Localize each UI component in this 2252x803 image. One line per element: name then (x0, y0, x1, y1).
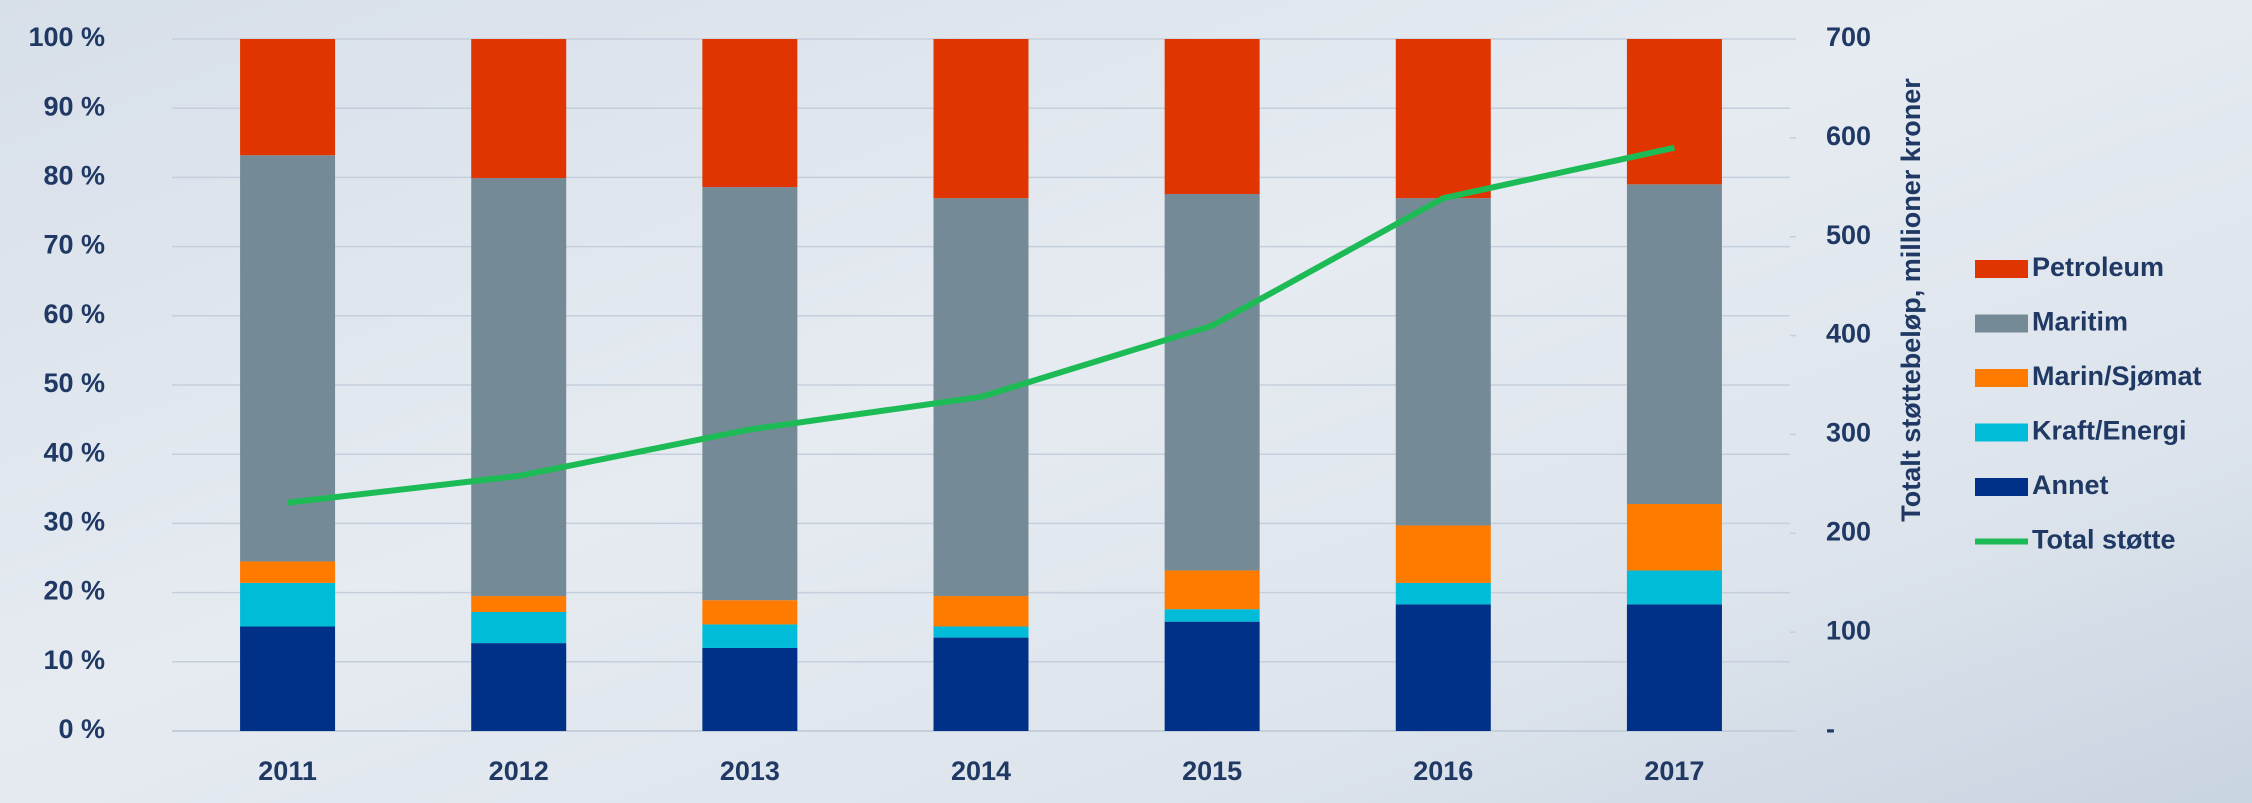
y2-tick-label: 300 (1826, 418, 1871, 448)
bar-segment (1396, 198, 1491, 525)
y-tick-label: 30 % (43, 507, 105, 537)
y-tick-label: 70 % (43, 230, 105, 260)
bar-segment (240, 583, 335, 627)
bar-segment (934, 638, 1029, 731)
bar-segment (1627, 184, 1722, 504)
bar-segment (934, 39, 1029, 198)
legend-label: Annet (2032, 470, 2109, 500)
x-tick-label: 2017 (1644, 756, 1704, 786)
legend-label: Maritim (2032, 307, 2128, 337)
y2-tick-label: 600 (1826, 121, 1871, 151)
bar-segment (1627, 504, 1722, 570)
page: {"chart_data": { "type": "bar", "stacked… (0, 0, 2252, 803)
y2-tick-label: - (1826, 714, 1835, 744)
legend-label: Kraft/Energi (2032, 416, 2187, 446)
bar-segment (702, 39, 797, 187)
bar-segment (1627, 570, 1722, 604)
bar-segment (702, 648, 797, 731)
x-tick-label: 2011 (258, 756, 317, 786)
bar-segment (240, 39, 335, 155)
x-tick-label: 2015 (1182, 756, 1242, 786)
bar-segment (1396, 604, 1491, 731)
bar-segment (471, 39, 566, 178)
bar-segment (1396, 39, 1491, 198)
y-tick-label: 10 % (43, 645, 105, 675)
y-tick-label: 90 % (43, 91, 105, 121)
x-tick-label: 2013 (720, 756, 780, 786)
y-tick-label: 60 % (43, 299, 105, 329)
y-tick-label: 40 % (43, 437, 105, 467)
bar-segment (1165, 622, 1260, 731)
y-tick-label: 20 % (43, 576, 105, 606)
chart: 0 % 10 % 20 % 30 % 40 % 50 % 60 % 70 % 80 % 90 % 1… (0, 0, 2252, 803)
bar-segment (934, 596, 1029, 626)
y-tick-label: 100 % (28, 22, 105, 52)
y2-tick-label: 500 (1826, 220, 1871, 250)
bar-segment (1396, 525, 1491, 582)
bar-segment (471, 596, 566, 612)
legend-swatch (1975, 260, 2028, 278)
bar-segment (240, 627, 335, 731)
legend-swatch (1975, 478, 2028, 496)
y2-axis-label: Totalt støttebeløp, millioner kroner (1896, 78, 1926, 522)
bar-segment (1627, 604, 1722, 731)
bar-segment (702, 187, 797, 600)
bar-segment (240, 561, 335, 582)
y-tick-label: 80 % (43, 161, 105, 191)
legend-label: Marin/Sjømat (2032, 361, 2202, 391)
bar-segment (1165, 39, 1260, 194)
y-tick-label: 0 % (58, 714, 105, 744)
bar-segment (1165, 194, 1260, 570)
x-tick-label: 2012 (489, 756, 549, 786)
legend-swatch (1975, 315, 2028, 333)
bar-segment (1165, 570, 1260, 609)
bar-segment (471, 643, 566, 731)
legend-label: Total støtte (2032, 525, 2176, 555)
y2-tick-label: 700 (1826, 22, 1871, 52)
bar-segment (934, 627, 1029, 638)
legend-swatch (1975, 369, 2028, 387)
x-tick-label: 2014 (951, 756, 1011, 786)
bar-segment (702, 600, 797, 624)
y2-tick-label: 400 (1826, 319, 1871, 349)
bar-segment (471, 612, 566, 643)
bar-segment (1165, 609, 1260, 621)
legend-label: Petroleum (2032, 252, 2164, 282)
bar-segment (1627, 39, 1722, 184)
legend-swatch (1975, 424, 2028, 442)
y2-tick-label: 200 (1826, 516, 1871, 546)
bar-segment (471, 178, 566, 596)
y-tick-label: 50 % (43, 368, 105, 398)
bar-segment (702, 624, 797, 648)
bar-segment (1396, 583, 1491, 604)
y2-tick-label: 100 (1826, 615, 1871, 645)
x-tick-label: 2016 (1413, 756, 1473, 786)
